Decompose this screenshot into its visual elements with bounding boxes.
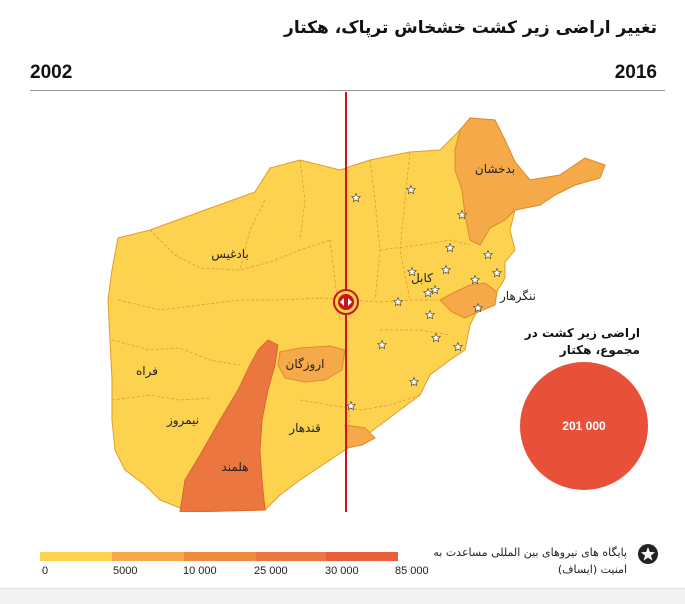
legend-tick: 10 000: [183, 565, 217, 577]
bottom-band: [0, 588, 685, 604]
legend-tick: 85 000: [395, 565, 429, 577]
legend-segment: [184, 552, 256, 561]
isaf-base-marker: [350, 192, 362, 203]
legend-segment: [326, 552, 398, 561]
isaf-base-marker: [405, 184, 417, 195]
isaf-base-marker: [440, 264, 452, 275]
label-uruzgan: اروزگان: [286, 357, 325, 372]
star-circle-icon: [638, 544, 658, 564]
isaf-base-marker: [406, 266, 418, 277]
isaf-base-marker: [376, 339, 388, 350]
legend-segment: [40, 552, 112, 561]
header-divider: [30, 90, 665, 91]
label-farah: فراه: [136, 364, 158, 379]
label-helmand: هلمند: [221, 460, 248, 474]
isaf-base-marker: [430, 332, 442, 343]
label-kabul: کابل: [411, 271, 433, 285]
isaf-base-marker: [472, 302, 484, 313]
isaf-base-marker: [444, 242, 456, 253]
legend-segment: [112, 552, 184, 561]
comparison-slider-handle[interactable]: [333, 289, 359, 315]
isaf-base-marker: [491, 267, 503, 278]
isaf-base-marker: [429, 284, 441, 295]
label-nangarhar: ننگرهار: [499, 289, 536, 304]
left-right-arrows-icon: [340, 298, 352, 306]
isaf-legend-text: پایگاه های نیروهای بین المللی مساعدت به …: [433, 546, 627, 576]
year-end-label: 2016: [614, 62, 657, 83]
afghanistan-map: بدخشان بادغیس فراه نیمروز هلمند قندهار ا…: [107, 92, 606, 512]
total-area-circle: 201 000: [520, 362, 648, 490]
map-title: تغییر اراضی زیر کشت خشخاش ترپاک، هکتار: [284, 18, 657, 38]
legend-segment: [256, 552, 326, 561]
label-badghis: بادغیس: [211, 247, 249, 262]
region-nangarhar: [439, 282, 498, 319]
legend-tick: 5000: [113, 565, 138, 577]
total-area-value: 201 000: [562, 419, 606, 433]
isaf-markers: [345, 184, 503, 411]
legend-tick: 25 000: [254, 565, 288, 577]
total-area-label: اراضی زیر کشت در مجموع، هکتار: [524, 326, 640, 357]
isaf-base-marker: [422, 287, 434, 298]
isaf-base-marker: [469, 274, 481, 285]
isaf-base-marker: [482, 249, 494, 260]
isaf-base-marker: [408, 376, 420, 387]
isaf-base-marker: [345, 400, 357, 411]
label-kandahar: قندهار: [288, 421, 320, 436]
region-uruzgan: [277, 345, 346, 383]
legend-tick: 0: [42, 565, 49, 577]
isaf-base-marker: [392, 296, 404, 307]
region-badakhshan: [454, 117, 606, 246]
isaf-base-marker: [424, 309, 436, 320]
region-helmand: [179, 339, 279, 512]
legend-tick: 30 000: [325, 565, 359, 577]
isaf-base-marker: [456, 209, 468, 220]
legend-color-scale: [40, 552, 398, 561]
label-nimroz: نیمروز: [166, 413, 199, 428]
year-start-label: 2002: [30, 62, 73, 83]
label-badakhshan: بدخشان: [475, 162, 515, 176]
isaf-base-marker: [452, 341, 464, 352]
